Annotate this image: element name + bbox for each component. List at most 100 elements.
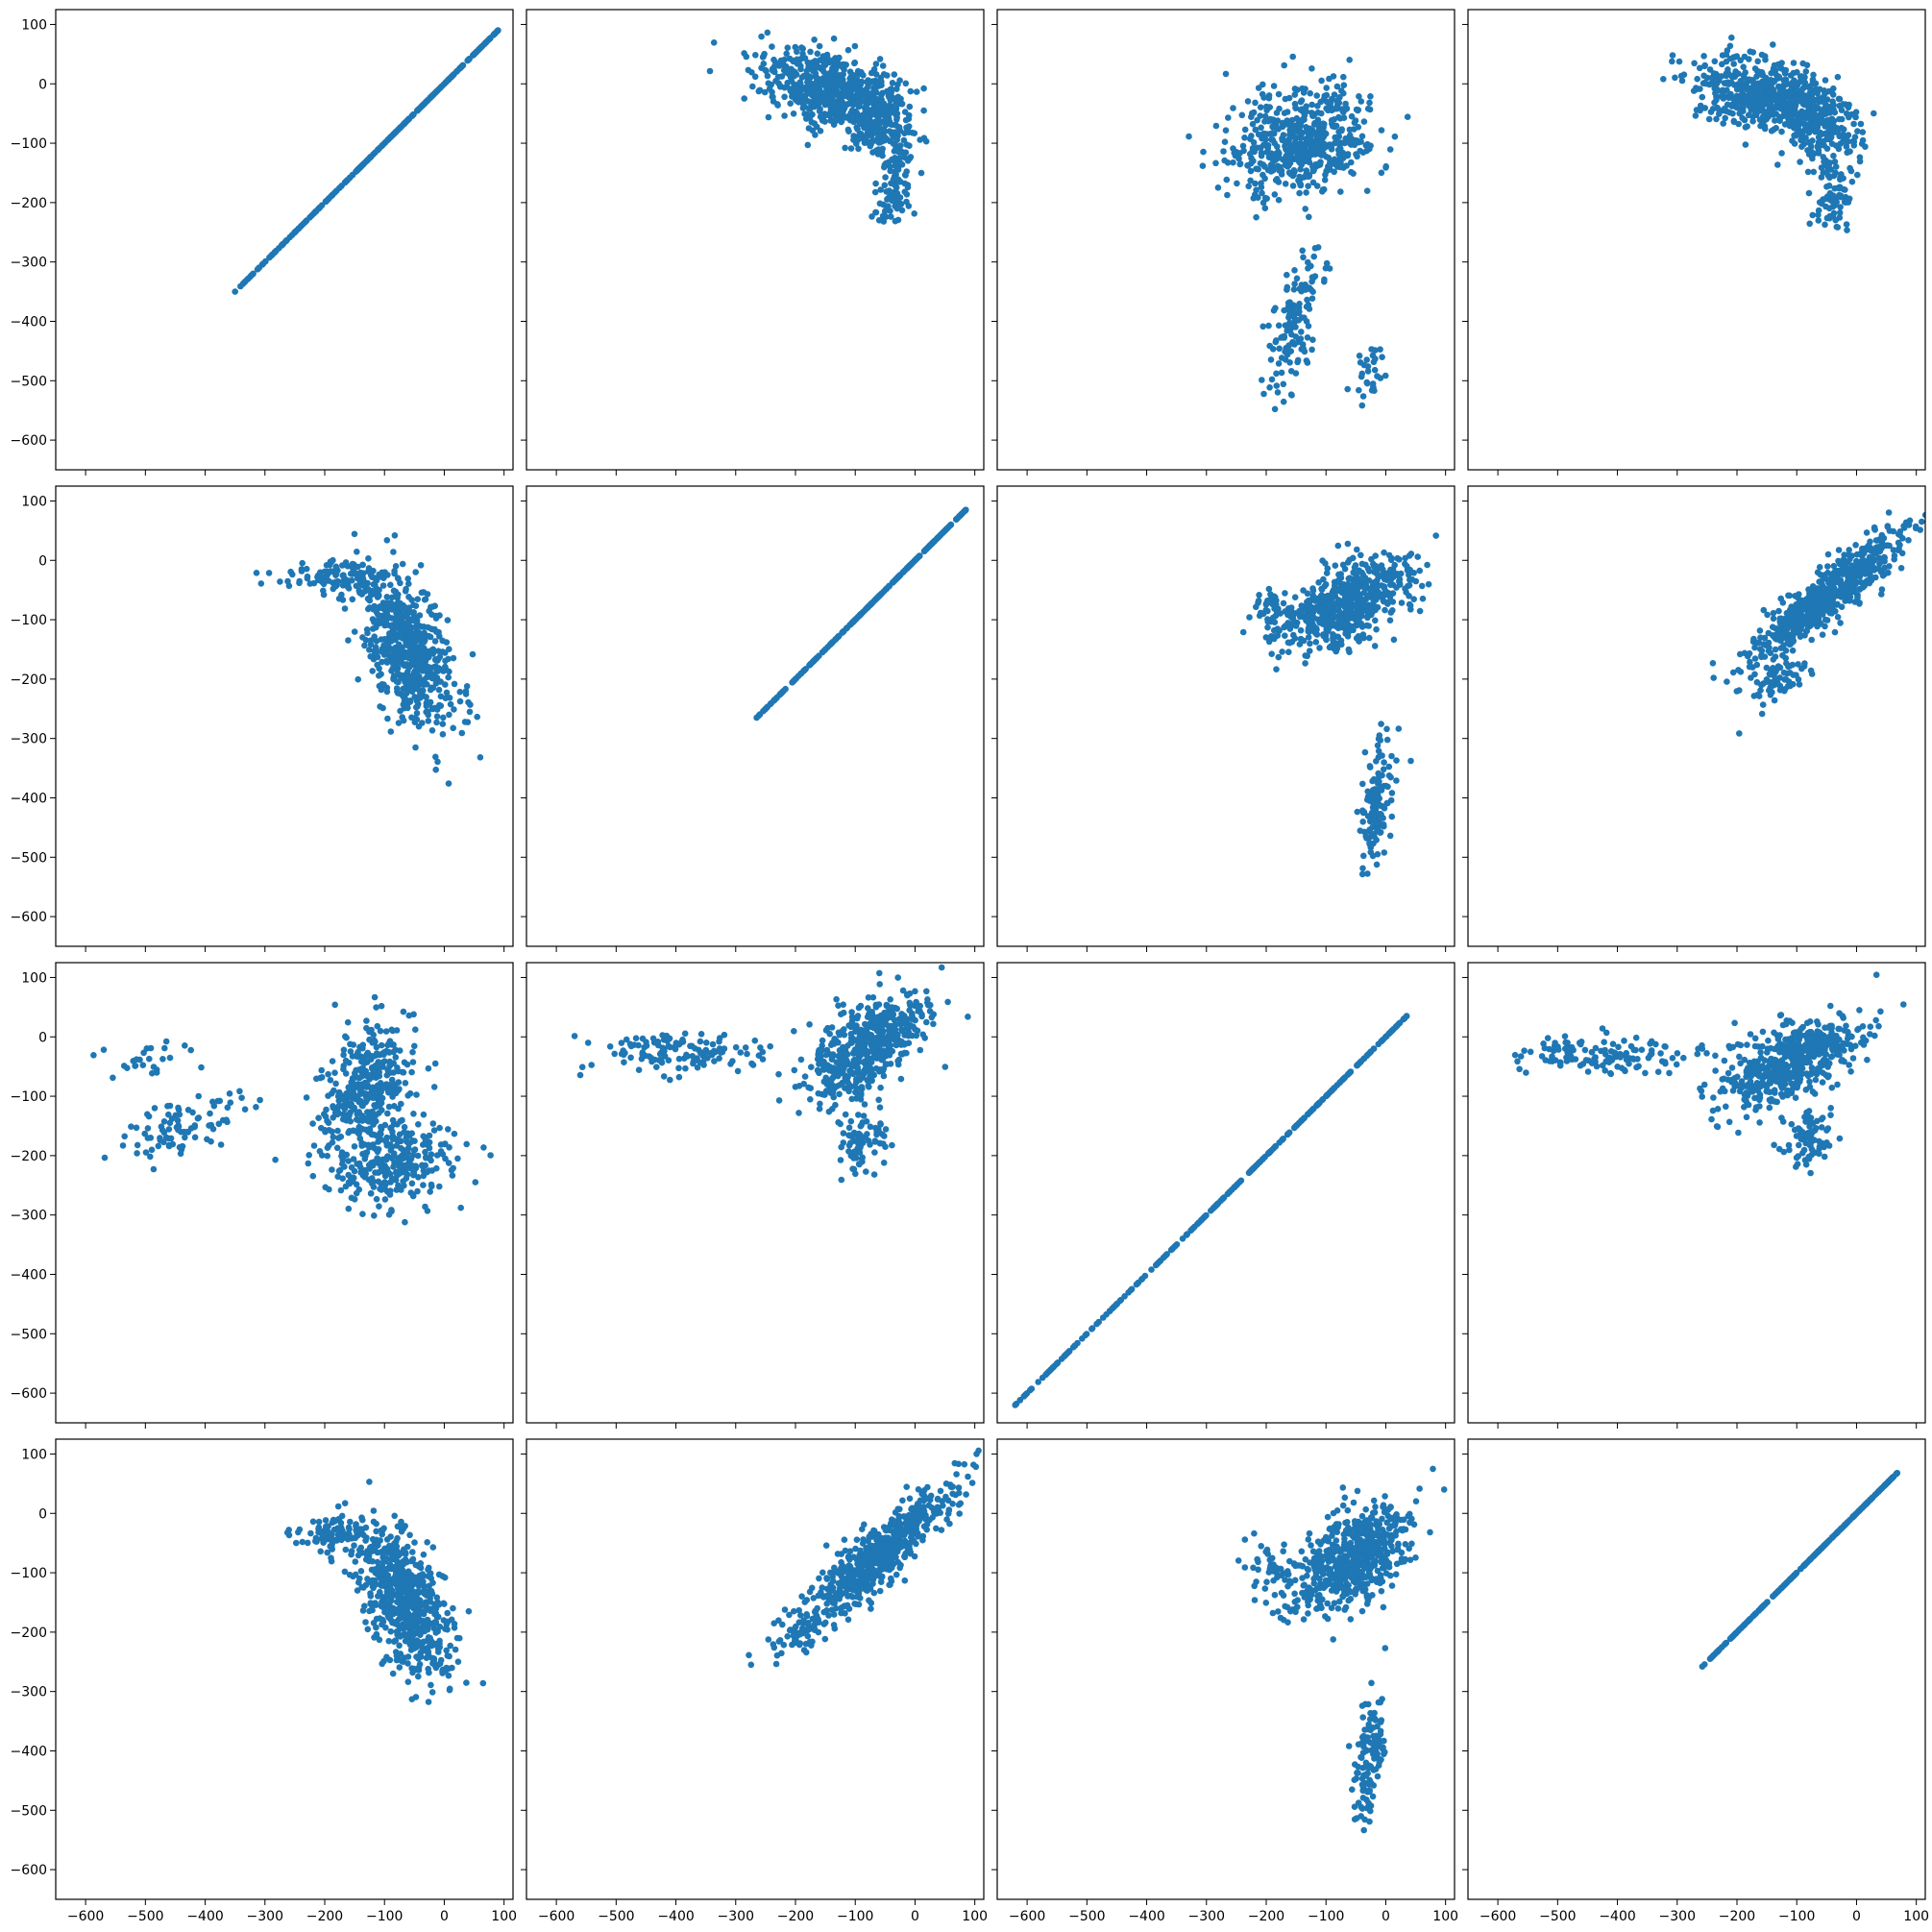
- scatter-point: [1261, 175, 1268, 183]
- scatter-point: [395, 633, 402, 641]
- scatter-point: [833, 87, 841, 95]
- scatter-point: [436, 653, 444, 661]
- scatter-point: [1331, 168, 1337, 176]
- scatter-point: [1826, 174, 1833, 182]
- scatter-point: [1416, 567, 1423, 575]
- scatter-point: [1707, 109, 1715, 115]
- scatter-point: [851, 42, 859, 50]
- scatter-point: [413, 716, 421, 723]
- scatter-point: [1749, 117, 1756, 125]
- scatter-point: [1691, 60, 1698, 67]
- scatter-point: [1286, 308, 1294, 315]
- scatter-point: [415, 629, 423, 636]
- scatter-point: [1722, 114, 1728, 122]
- scatter-point: [1247, 167, 1255, 175]
- scatter-point: [1329, 612, 1336, 620]
- scatter-point: [1846, 195, 1853, 203]
- scatter-point: [433, 719, 440, 726]
- scatter-point: [1259, 323, 1266, 330]
- scatter-point: [1308, 274, 1316, 281]
- scatter-point: [1307, 89, 1313, 97]
- scatter-point: [1275, 322, 1283, 330]
- scatter-point: [806, 85, 813, 92]
- scatter-point: [472, 49, 479, 57]
- scatter-point: [450, 724, 457, 732]
- scatter-point: [1321, 141, 1329, 148]
- scatter-point: [1398, 599, 1406, 606]
- scatter-point: [1775, 607, 1782, 615]
- scatter-point: [431, 656, 439, 664]
- scatter-point: [1239, 142, 1247, 150]
- scatter-point: [1294, 358, 1301, 366]
- scatter-point: [1669, 52, 1676, 59]
- scatter-point: [1360, 361, 1368, 369]
- scatter-point: [1293, 275, 1301, 282]
- scatter-point: [418, 635, 425, 642]
- y-tick-label: −200: [11, 196, 47, 211]
- scatter-point: [1810, 88, 1818, 96]
- scatter-point: [1831, 109, 1839, 116]
- scatter-point: [1387, 609, 1395, 616]
- scatter-point: [821, 112, 828, 119]
- scatter-point: [453, 67, 461, 75]
- scatter-point: [1304, 590, 1311, 598]
- scatter-point: [404, 704, 411, 712]
- scatter-point: [1303, 158, 1309, 164]
- scatter-point: [1338, 641, 1345, 648]
- scatter-point: [801, 55, 809, 61]
- scatter-point: [1302, 652, 1308, 659]
- scatter-point: [764, 29, 771, 37]
- scatter-point: [240, 279, 248, 286]
- scatter-point: [1369, 795, 1376, 801]
- scatter-point: [1252, 126, 1259, 134]
- scatter-point: [1805, 189, 1813, 197]
- scatter-point: [1354, 808, 1361, 816]
- scatter-point: [1425, 580, 1432, 588]
- scatter-point: [1386, 575, 1394, 581]
- scatter-point: [818, 80, 824, 87]
- scatter-point: [1802, 122, 1809, 129]
- axes-frame: [526, 485, 985, 947]
- scatter-point: [425, 718, 432, 724]
- scatter-point: [804, 79, 811, 86]
- scatter-point: [434, 758, 441, 766]
- scatter-point: [1318, 586, 1326, 593]
- scatter-point: [1284, 351, 1291, 358]
- panel-r0-c2: [991, 9, 1455, 476]
- scatter-point: [752, 52, 759, 59]
- scatter-point: [1797, 78, 1804, 86]
- scatter-point: [1365, 623, 1372, 629]
- scatter-point: [748, 69, 755, 76]
- scatter-point: [872, 88, 879, 95]
- scatter-point: [1265, 94, 1273, 102]
- scatter-point: [384, 613, 392, 620]
- scatter-point: [379, 582, 387, 589]
- scatter-point: [1269, 346, 1277, 353]
- scatter-point: [1315, 125, 1323, 133]
- scatter-point: [1345, 609, 1352, 616]
- scatter-point: [1366, 568, 1373, 575]
- scatter-point: [1370, 786, 1377, 794]
- y-tick-label: −200: [11, 673, 47, 688]
- scatter-point: [814, 97, 821, 104]
- scatter-point: [1334, 598, 1342, 604]
- scatter-point: [1291, 594, 1299, 600]
- scatter-point: [1376, 732, 1383, 739]
- scatter-point: [872, 71, 880, 78]
- scatter-point: [1307, 628, 1313, 635]
- scatter-point: [1406, 600, 1413, 608]
- scatter-point: [1315, 579, 1322, 586]
- scatter-point: [807, 74, 814, 81]
- scatter-point: [1678, 77, 1686, 85]
- scatter-point: [930, 538, 938, 545]
- scatter-point: [1761, 53, 1769, 60]
- scatter-point: [1393, 757, 1400, 764]
- y-tick-label: −300: [11, 256, 47, 271]
- scatter-point: [1301, 314, 1308, 322]
- scatter-point: [1719, 52, 1726, 59]
- scatter-point: [1371, 812, 1378, 819]
- scatter-point: [446, 668, 452, 675]
- scatter-point: [1284, 121, 1292, 128]
- scatter-point: [901, 567, 909, 574]
